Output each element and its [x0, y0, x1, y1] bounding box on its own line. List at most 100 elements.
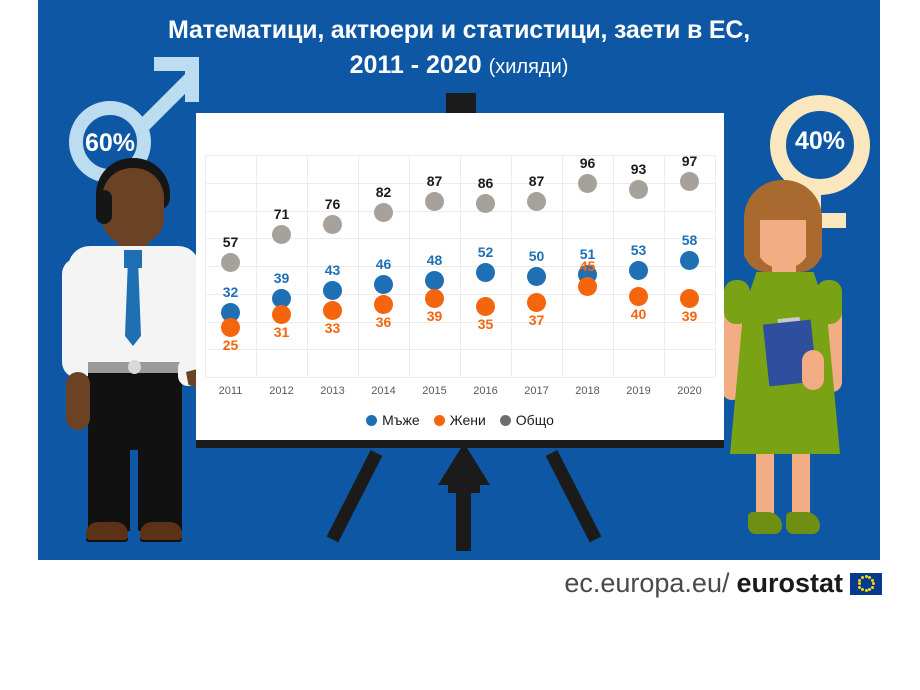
board-tripod-stand — [326, 443, 602, 551]
tripod-center-leg — [456, 481, 471, 551]
data-point-total — [476, 194, 495, 214]
title-line-1: Математици, актюери и статистици, заети … — [168, 16, 750, 44]
legend-item-total: Общо — [499, 412, 554, 428]
grid-line-vertical — [307, 155, 308, 377]
chart-legend: Мъже Жени Общо — [196, 412, 724, 428]
data-label-female: 45 — [579, 258, 596, 275]
chart-column: 57 32 25 — [205, 155, 256, 377]
x-axis-tick-2014: 2014 — [371, 385, 396, 397]
eurostat-brand[interactable]: ec.europa.eu/eurostat — [564, 568, 882, 599]
data-point-male — [680, 250, 699, 270]
man-illustration — [60, 150, 246, 550]
data-label-male: 53 — [630, 242, 647, 259]
data-point-female — [221, 317, 240, 337]
data-label-total: 93 — [630, 161, 647, 178]
data-point-male — [323, 281, 342, 301]
data-label-total: 71 — [273, 205, 290, 222]
data-point-total — [374, 202, 393, 222]
data-label-total: 97 — [681, 153, 698, 170]
woman-left-sleeve — [724, 280, 750, 324]
legend-label-female: Жени — [449, 412, 486, 428]
man-head — [102, 168, 164, 244]
data-label-total: 57 — [222, 233, 239, 250]
x-axis-tick-2019: 2019 — [626, 385, 651, 397]
data-point-female — [476, 297, 495, 317]
page-title: Математици, актюери и статистици, заети … — [38, 14, 880, 81]
data-label-female: 39 — [681, 308, 698, 325]
data-label-male: 52 — [477, 244, 494, 261]
data-point-total — [629, 180, 648, 200]
eu-flag-icon — [850, 572, 882, 595]
data-point-female — [680, 289, 699, 309]
data-label-male: 39 — [273, 270, 290, 287]
chart-column: 97 58 39 — [664, 153, 715, 377]
mars-arrow-head-vertical — [185, 57, 199, 102]
grid-line-vertical — [562, 155, 563, 377]
data-point-total — [680, 172, 699, 192]
woman-left-shoe — [748, 512, 782, 534]
legend-label-total: Общо — [515, 412, 554, 428]
chart-column: 87 50 37 — [511, 155, 562, 377]
scatter-plot-area: 57 32 25 71 39 31 76 43 33 82 46 36 87 48 39 86 52 35 87 50… — [205, 153, 716, 378]
data-label-female: 36 — [375, 314, 392, 331]
x-axis-tick-2018: 2018 — [575, 385, 600, 397]
eu-flag-star — [857, 582, 861, 585]
woman-hand — [802, 350, 824, 390]
grid-line-horizontal — [205, 377, 715, 378]
x-axis-tick-2015: 2015 — [422, 385, 447, 397]
data-point-male — [221, 303, 240, 323]
x-axis-tick-2013: 2013 — [320, 385, 345, 397]
man-left-hand — [66, 372, 90, 430]
data-point-total — [272, 224, 291, 244]
data-label-female: 40 — [630, 306, 647, 323]
legend-label-male: Мъже — [382, 412, 420, 428]
eu-flag-star — [858, 578, 862, 582]
data-label-female: 33 — [324, 320, 341, 337]
grid-line-vertical — [256, 155, 257, 377]
data-label-male: 32 — [222, 284, 239, 301]
eu-flag-star — [870, 585, 874, 589]
data-point-male — [629, 261, 648, 281]
eu-flag-star — [861, 575, 864, 579]
chart-column: 96 51 45 — [562, 155, 613, 377]
data-label-total: 87 — [426, 173, 443, 190]
data-label-total: 96 — [579, 155, 596, 172]
woman-hair-fringe — [749, 186, 817, 220]
woman-right-sleeve — [816, 280, 842, 324]
eu-flag-star — [864, 575, 868, 578]
x-axis-tick-2016: 2016 — [473, 385, 498, 397]
board-top-clip — [446, 93, 476, 115]
footer-url-prefix: ec.europa.eu/ — [564, 568, 730, 598]
data-label-total: 76 — [324, 195, 341, 212]
data-label-male: 43 — [324, 262, 341, 279]
grid-line-vertical — [409, 155, 410, 377]
grid-line-vertical — [613, 155, 614, 377]
data-point-female — [272, 305, 291, 325]
title-unit: (хиляди) — [488, 56, 569, 78]
data-point-female — [323, 301, 342, 321]
eu-flag-star — [871, 582, 875, 585]
data-label-female: 39 — [426, 308, 443, 325]
woman-hair-right — [806, 210, 822, 262]
data-point-male — [374, 275, 393, 295]
data-label-total: 87 — [528, 173, 545, 190]
data-label-female: 31 — [273, 324, 290, 341]
data-label-male: 58 — [681, 231, 698, 248]
data-point-male — [476, 263, 495, 283]
man-belt-buckle — [128, 360, 141, 374]
female-percentage-label: 40% — [794, 127, 846, 155]
legend-item-male: Мъже — [366, 412, 420, 428]
chart-column: 82 46 36 — [358, 155, 409, 377]
data-point-total — [527, 192, 546, 212]
man-tie — [125, 262, 141, 346]
data-point-female — [578, 277, 597, 297]
data-point-female — [425, 289, 444, 309]
man-leg-gap — [130, 450, 138, 532]
data-label-total: 86 — [477, 175, 494, 192]
legend-swatch-total — [499, 414, 511, 426]
woman-right-leg — [792, 448, 810, 522]
data-point-male — [527, 267, 546, 287]
data-label-female: 25 — [222, 336, 239, 353]
data-point-total — [221, 252, 240, 272]
